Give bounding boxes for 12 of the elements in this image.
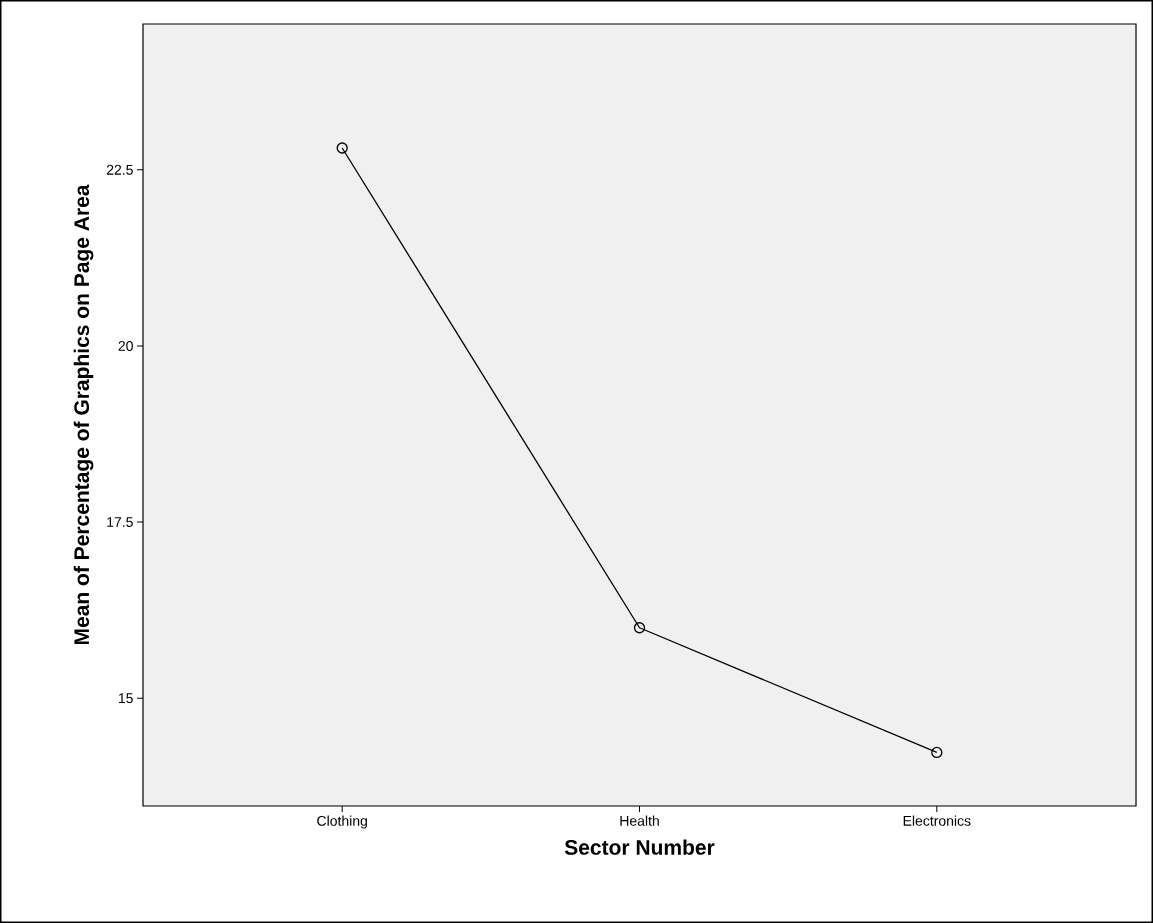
point bbox=[931, 746, 943, 759]
y-tick-label: 20 bbox=[118, 340, 133, 351]
y-tick-label: 17.5 bbox=[107, 517, 133, 527]
point bbox=[633, 622, 646, 634]
y-tick-label: 15 bbox=[118, 693, 133, 704]
x-tick-label: Health bbox=[620, 815, 659, 826]
y-axis-title: Mean of Percentage of Graphics on Page Area bbox=[73, 184, 94, 645]
y-tick-label: 22.5 bbox=[106, 164, 133, 175]
point bbox=[336, 142, 348, 154]
x-axis-title: Sector Number bbox=[564, 839, 715, 855]
x-tick-label: Electronics bbox=[903, 815, 971, 826]
x-tick-label: Clothing bbox=[317, 815, 367, 829]
